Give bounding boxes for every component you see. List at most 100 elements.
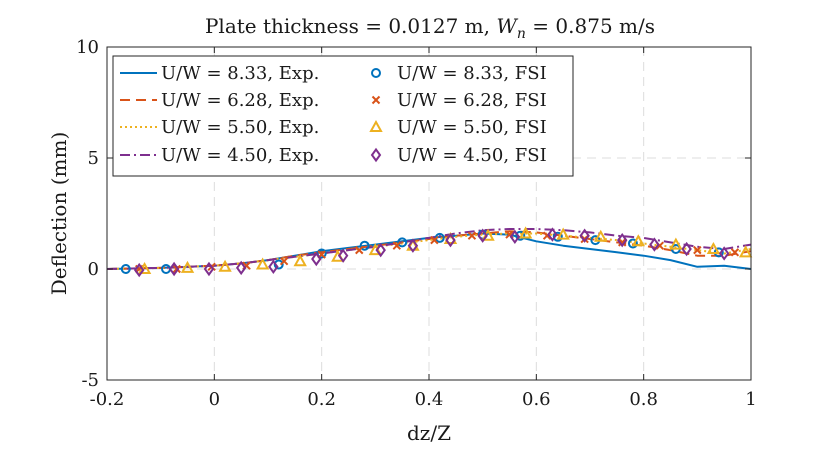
legend-entry-u-w-8-33-exp-label: U/W = 8.33, Exp. (161, 63, 319, 84)
series-u-w-8-33-fsi-point (515, 230, 526, 241)
series-u-w-4-50-fsi-point (407, 238, 419, 253)
series-u-w-6-28-fsi-point (617, 238, 627, 247)
series-u-w-5-50-fsi-point (255, 257, 270, 270)
series-u-w-5-50-fsi-point (180, 260, 195, 273)
series-u-w-6-28-fsi-point-stroke-b (505, 230, 514, 239)
series-u-w-4-50-fsi-point (203, 261, 215, 277)
legend-entry-u-w-6-28-fsi-label: U/W = 6.28, FSI (397, 90, 547, 111)
series-u-w-5-50-fsi-point (706, 241, 721, 255)
series-u-w-4-50-fsi-point (509, 229, 521, 245)
y-tick-label: -5 (81, 370, 99, 391)
legend-entry-u-w-6-28-fsi: U/W = 6.28, FSI (371, 90, 547, 111)
series-u-w-8-33-fsi-point (316, 248, 327, 259)
series-u-w-8-33-fsi-point (627, 238, 638, 249)
legend-entry-u-w-5-50-fsi-swatch (369, 119, 383, 132)
series-u-w-6-28-fsi-point (355, 245, 364, 255)
x-tick-label: 0 (209, 389, 220, 410)
legend-entry-u-w-4-50-fsi-label: U/W = 4.50, FSI (397, 145, 547, 166)
series-u-w-5-50-fsi-point (738, 245, 753, 258)
x-tick-label: 1 (745, 389, 756, 410)
series-u-w-4-50-fsi-point (579, 228, 590, 243)
series-u-w-4-50-fsi-point (235, 260, 247, 276)
series-u-w-6-28-fsi-point-stroke-b (693, 245, 702, 255)
legend-entry-u-w-6-28-exp-label: U/W = 6.28, Exp. (161, 90, 319, 111)
series-layer (106, 226, 753, 278)
chart-title-variable: W (496, 14, 518, 38)
series-u-w-5-50-fsi-point (669, 237, 683, 250)
x-tick-label: 0.4 (415, 389, 444, 410)
series-u-w-6-28-fsi-point (430, 235, 439, 245)
x-tick-label: 0.6 (522, 389, 551, 410)
series-u-w-8-33-fsi-point (397, 237, 408, 248)
legend-entry-u-w-8-33-exp: U/W = 8.33, Exp. (120, 63, 319, 84)
series-u-w-6-28-fsi (134, 230, 740, 274)
series-u-w-5-50-fsi-point (218, 259, 232, 272)
series-u-w-6-28-fsi-point (693, 245, 702, 255)
series-u-w-4-50-fsi-point (337, 248, 349, 263)
series-u-w-6-28-fsi-point-stroke-b (730, 248, 740, 257)
series-u-w-4-50-fsi-point (268, 259, 279, 274)
chart-title-suffix: = 0.875 m/s (526, 14, 655, 38)
series-u-w-5-50-fsi-point (631, 234, 645, 247)
series-u-w-8-33-fsi-point (359, 240, 370, 251)
series-u-w-6-28-fsi-point-stroke-b (467, 231, 477, 240)
y-tick-label: 0 (88, 259, 99, 280)
x-tick-label: 0.8 (629, 389, 658, 410)
series-u-w-4-50-fsi-point (718, 246, 730, 261)
legend: U/W = 8.33, Exp. U/W = 6.28, Exp. U/W = 5.… (112, 55, 574, 177)
legend-entry-u-w-8-33-fsi-swatch (371, 68, 381, 78)
series-u-w-5-50-fsi-point (594, 229, 608, 242)
chart-title-subscript: n (517, 26, 526, 42)
axis-ticks: -0.2 0 0.2 0.4 0.6 0.8 1 -5 0 5 10 (76, 37, 757, 410)
series-u-w-4-50-fsi-point (547, 227, 558, 242)
series-u-w-6-28-fsi-point (730, 248, 740, 257)
series-u-w-6-28-fsi-point-stroke-b (172, 264, 181, 274)
series-u-w-6-28-fsi-point-stroke-b (430, 235, 439, 245)
series-u-w-4-50-exp-line (106, 228, 752, 270)
y-tick-label: 5 (88, 148, 99, 169)
series-u-w-4-50-fsi-point (649, 237, 660, 252)
series-u-w-5-50-exp-line (106, 232, 752, 270)
series-u-w-5-50-exp (106, 232, 752, 270)
series-u-w-4-50-fsi-point (133, 262, 145, 278)
series-u-w-5-50-fsi-point (293, 254, 307, 267)
series-u-w-6-28-fsi-point (392, 241, 402, 250)
series-u-w-4-50-fsi-point (168, 261, 180, 277)
y-tick-label: 10 (76, 37, 99, 58)
legend-entry-u-w-5-50-exp-label: U/W = 5.50, Exp. (161, 117, 319, 138)
legend-entry-u-w-6-28-fsi-swatch-stroke-b (371, 95, 381, 105)
chart-title-prefix: Plate thickness = 0.0127 m, (205, 14, 496, 38)
legend-entry-u-w-5-50-fsi: U/W = 5.50, FSI (369, 117, 547, 138)
series-u-w-5-50-fsi-point (518, 226, 533, 239)
legend-entry-u-w-5-50-exp: U/W = 5.50, Exp. (120, 117, 319, 138)
series-u-w-6-28-fsi-point (172, 264, 181, 274)
series-u-w-4-50-fsi-point (375, 242, 386, 258)
series-u-w-5-50-fsi (137, 226, 753, 274)
series-u-w-4-50-fsi-point (477, 228, 488, 243)
series-u-w-6-28-fsi-point-stroke-b (392, 241, 402, 250)
series-u-w-4-50-fsi-point (311, 251, 322, 267)
series-u-w-4-50-fsi-point (445, 232, 456, 248)
legend-entry-u-w-8-33-fsi-label: U/W = 8.33, FSI (397, 63, 547, 84)
legend-entry-u-w-4-50-exp: U/W = 4.50, Exp. (120, 145, 319, 166)
legend-box (112, 55, 574, 177)
x-axis-label: dz/Z (407, 421, 451, 445)
x-tick-label: 0.2 (307, 389, 336, 410)
legend-entry-u-w-4-50-fsi-swatch (370, 147, 382, 163)
series-u-w-4-50-fsi (133, 227, 730, 278)
x-tick-label: -0.2 (90, 389, 125, 410)
chart-title: Plate thickness = 0.0127 m, Wn = 0.875 m… (205, 14, 655, 42)
series-u-w-6-28-fsi-point-stroke-b (279, 257, 289, 266)
series-u-w-4-50-exp (106, 228, 752, 270)
legend-entry-u-w-4-50-exp-label: U/W = 4.50, Exp. (161, 145, 319, 166)
legend-entry-u-w-4-50-fsi: U/W = 4.50, FSI (370, 145, 547, 166)
y-axis-label: Deflection (mm) (47, 132, 71, 296)
legend-entry-u-w-6-28-fsi-swatch (371, 95, 381, 105)
legend-entry-u-w-8-33-fsi: U/W = 8.33, FSI (371, 63, 547, 84)
legend-entry-u-w-6-28-exp: U/W = 6.28, Exp. (120, 90, 319, 111)
series-u-w-6-28-fsi-point-stroke-b (655, 241, 664, 250)
series-u-w-5-50-fsi-point (556, 227, 570, 240)
series-u-w-4-50-fsi-point (616, 232, 628, 248)
series-u-w-6-28-fsi-point (279, 257, 289, 266)
